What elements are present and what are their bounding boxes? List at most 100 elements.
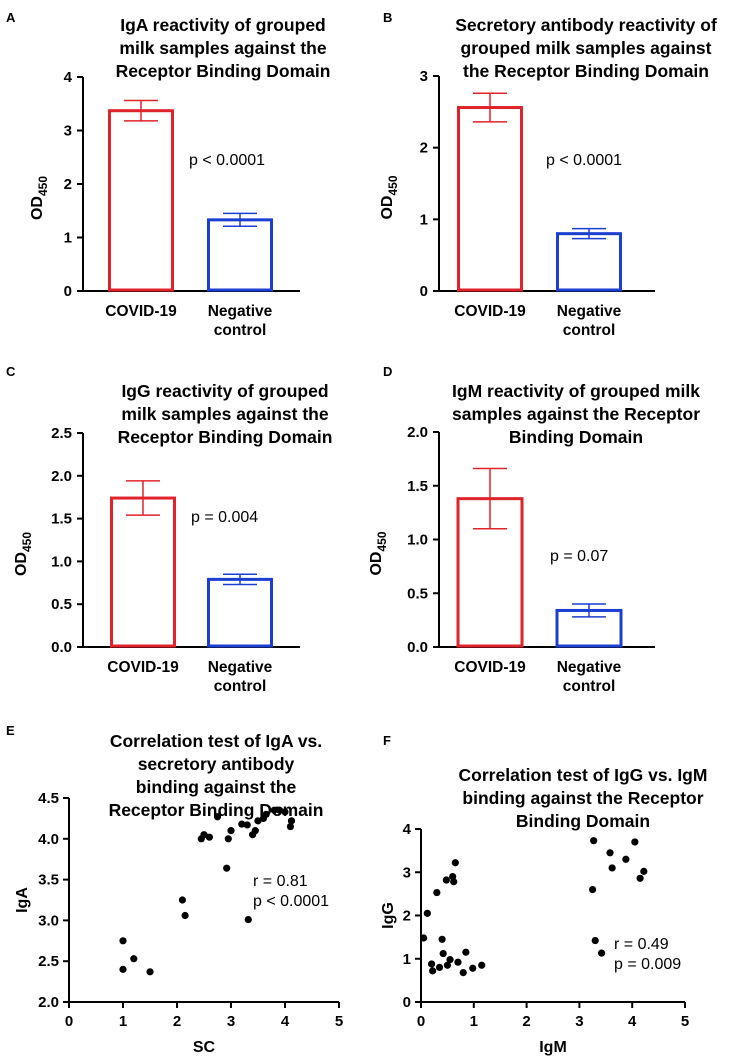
bar [110,496,176,648]
r-value-annotation: r = 0.49 [614,936,669,953]
x-category-label: control [214,322,267,339]
data-point [262,810,270,818]
y-tick-label: 2 [420,140,428,157]
x-category-label: control [563,322,616,339]
data-point [276,806,284,814]
y-tick-label: 0 [403,994,411,1011]
y-tick-label: 0 [420,283,428,300]
data-point [459,968,467,977]
chart-title-line-1: Correlation test of IgA vs. [110,731,322,751]
data-point [181,911,189,920]
data-point [439,949,447,958]
y-tick-label: 3.0 [38,912,59,929]
p-value-annotation: p = 0.004 [191,509,258,526]
p-value-annotation: p = 0.009 [614,956,681,973]
bar [108,109,174,292]
bar-plot: 0 1 2 3 COVID-19 Negative control OD450 [379,68,655,339]
x-category-label: control [214,678,267,695]
panel-label: B [383,10,392,25]
y-tick-label: 1.0 [51,553,72,570]
bar-plot: 0.0 0.5 1.0 1.5 2.0 2.5 COVID-19 Negative contro… [13,425,300,695]
data-point [446,956,454,964]
data-point [469,964,477,972]
y-axis-label: OD450 [379,175,400,219]
x-category-label: COVID-19 [107,659,179,676]
data-point [606,849,614,857]
x-tick-label: 1 [470,1013,478,1030]
data-point [286,822,294,831]
data-point [640,867,648,875]
data-point [443,961,451,969]
x-category-label: Negative [208,303,273,320]
y-tick-label: 0.0 [407,639,428,656]
p-value-annotation: p < 0.0001 [189,152,265,169]
chart-title-line-2: grouped milk samples against [461,38,712,58]
y-tick-label: 1.5 [51,511,72,528]
x-tick-label: 4 [281,1013,290,1030]
panel-a: A IgA reactivity of grouped milk samples… [6,10,330,339]
data-point [420,934,428,942]
y-tick-label: 1 [64,230,72,247]
y-tick-label: 0 [64,283,72,300]
chart-title-line-2: binding against the Receptor [462,788,703,808]
bar [556,232,622,292]
chart-title-line-1: IgM reactivity of grouped milk [452,381,700,401]
chart-title-line-1: Secretory antibody reactivity of [455,15,717,35]
chart-title-line-2: milk samples against the [121,404,328,424]
y-tick-label: 2.0 [38,994,59,1011]
x-tick-label: 3 [575,1013,583,1030]
data-point [429,967,437,975]
data-point [238,820,246,828]
chart-title-line-3: Receptor Binding Domain [118,427,333,447]
x-category-label: COVID-19 [454,659,526,676]
y-tick-label: 4.5 [38,790,59,807]
scatter-plot: 0 1 2 3 4 0 1 2 3 4 5 IgM IgG [380,821,689,1056]
panel-label: E [6,723,15,738]
y-tick-label: 2.5 [38,953,59,970]
data-point [450,878,458,886]
bar [457,106,523,292]
data-point [244,915,252,924]
chart-title-line-3: binding against the [136,777,297,797]
data-point [243,821,251,829]
chart-title-line-4: Receptor Binding Domain [109,800,324,820]
data-point [608,864,616,872]
chart-title-line-2: samples against the Receptor [452,404,700,424]
data-point [597,949,606,957]
data-point [287,817,296,825]
y-tick-label: 0.5 [51,596,72,613]
data-point [478,961,486,969]
x-category-label: Negative [557,303,622,320]
y-tick-label: 0.0 [51,639,72,656]
chart-title-line-3: the Receptor Binding Domain [463,61,709,81]
y-axis-label: IgA [14,887,31,913]
data-point [205,833,213,841]
r-value-annotation: r = 0.81 [253,873,308,890]
x-axis-label: SC [193,1039,216,1056]
data-point [435,963,444,972]
data-point [433,888,441,897]
data-point [442,876,450,884]
data-point [591,936,599,945]
panel-b: B Secretory antibody reactivity of group… [379,10,717,339]
data-point [636,874,644,882]
y-tick-label: 4 [403,821,412,838]
data-point [462,948,470,956]
x-category-label: Negative [208,659,273,676]
x-category-label: control [563,678,616,695]
p-value-annotation: p = 0.07 [550,548,608,565]
y-tick-label: 2 [64,176,72,193]
x-tick-label: 1 [119,1013,127,1030]
chart-title-line-1: IgA reactivity of grouped [120,15,326,35]
data-point [223,864,231,872]
data-point [251,827,259,835]
bar-plot: 0.0 0.5 1.0 1.5 2.0 COVID-19 Negative control OD… [368,424,655,695]
y-tick-label: 2.0 [407,424,428,441]
panel-label: D [383,364,392,379]
data-point [119,965,127,973]
data-point [270,806,278,814]
chart-title-line-3: Binding Domain [516,811,650,831]
data-point [213,813,222,821]
data-point [130,955,138,963]
